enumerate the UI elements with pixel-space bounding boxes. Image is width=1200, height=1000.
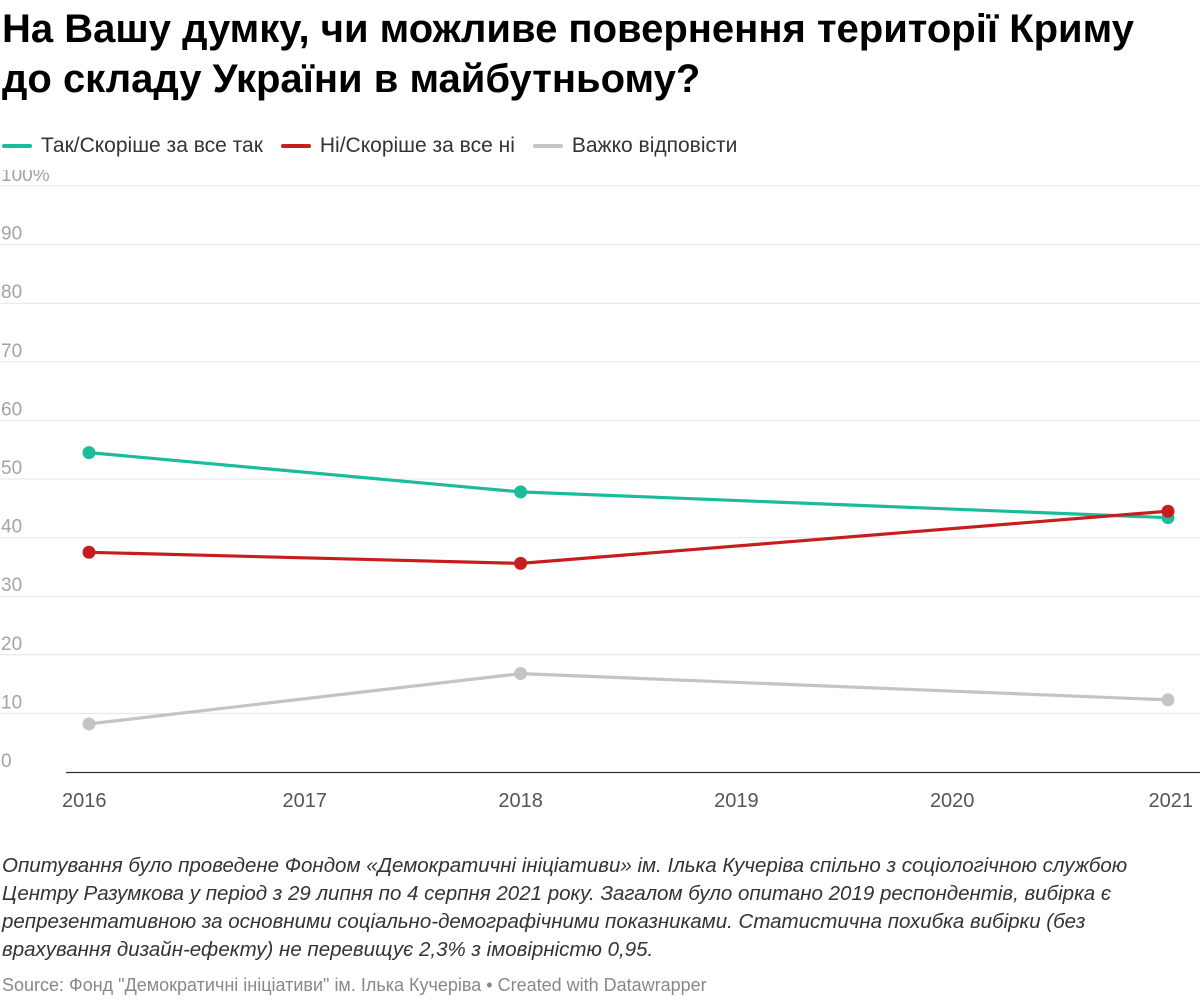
series-line [87, 451, 1170, 520]
y-tick-label: 70 [1, 341, 22, 362]
legend-item-no: Ні/Скоріше за все ні [280, 134, 515, 158]
y-tick-label: 100% [1, 170, 50, 186]
chart-legend: Так/Скоріше за все так Ні/Скоріше за все… [2, 132, 755, 160]
legend-swatch-undecided [532, 144, 563, 148]
x-tick-label: 2017 [283, 790, 328, 812]
x-tick-label: 2021 [1149, 790, 1194, 812]
y-tick-label: 60 [1, 399, 22, 420]
y-tick-label: 40 [1, 517, 22, 538]
data-point [514, 556, 528, 570]
data-point [1161, 693, 1175, 707]
series-line [87, 672, 1170, 726]
data-point [514, 667, 528, 681]
x-tick-label: 2020 [930, 790, 975, 812]
line-chart: 0 10 20 30 40 50 60 70 80 90 100% 2016 2017 2018 2019 2… [0, 170, 1200, 820]
y-tick-label: 30 [1, 575, 22, 596]
legend-label-undecided: Важко відповісти [571, 134, 738, 157]
legend-swatch-no [280, 144, 311, 148]
legend-label-yes: Так/Скоріше за все так [41, 134, 263, 157]
data-point [1161, 504, 1175, 518]
y-tick-label: 0 [1, 751, 12, 772]
y-tick-label: 50 [1, 458, 22, 479]
y-tick-label: 10 [1, 692, 22, 713]
data-point [514, 485, 528, 499]
data-point [82, 545, 96, 559]
chart-title: На Вашу думку, чи можливе повернення тер… [2, 7, 1134, 101]
credit-text: Created with Datawrapper [497, 975, 707, 995]
footer-separator: • [486, 975, 493, 995]
x-tick-label: 2018 [498, 790, 543, 812]
data-point [82, 446, 96, 460]
y-tick-label: 80 [1, 282, 22, 303]
legend-item-yes: Так/Скоріше за все так [2, 134, 263, 158]
x-tick-label: 2016 [62, 790, 107, 812]
source-text: Source: Фонд "Демократичні ініціативи" і… [2, 975, 482, 995]
legend-swatch-yes [2, 144, 32, 148]
chart-footer: Source: Фонд "Демократичні ініціативи" і… [2, 972, 707, 998]
legend-item-undecided: Важко відповісти [532, 134, 738, 158]
chart-svg: 0 10 20 30 40 50 60 70 80 90 100% 2016 2017 2018 2019 2… [0, 170, 1200, 812]
survey-notes: Опитування було проведене Фондом «Демокр… [2, 854, 1128, 961]
data-point [82, 717, 96, 731]
x-tick-label: 2019 [714, 790, 759, 812]
y-tick-label: 90 [1, 224, 22, 245]
y-tick-label: 20 [1, 634, 22, 655]
legend-label-no: Ні/Скоріше за все ні [319, 134, 515, 157]
